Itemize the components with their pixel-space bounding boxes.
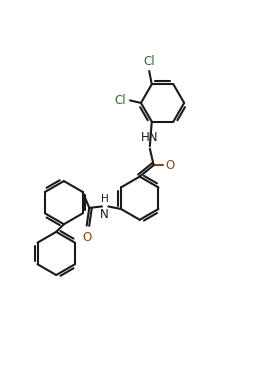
Text: HN: HN <box>141 131 158 144</box>
Text: O: O <box>166 159 175 172</box>
Text: O: O <box>82 231 91 244</box>
Text: Cl: Cl <box>114 94 126 107</box>
Text: Cl: Cl <box>144 55 155 68</box>
Text: H: H <box>101 194 108 204</box>
Text: N: N <box>100 208 109 221</box>
